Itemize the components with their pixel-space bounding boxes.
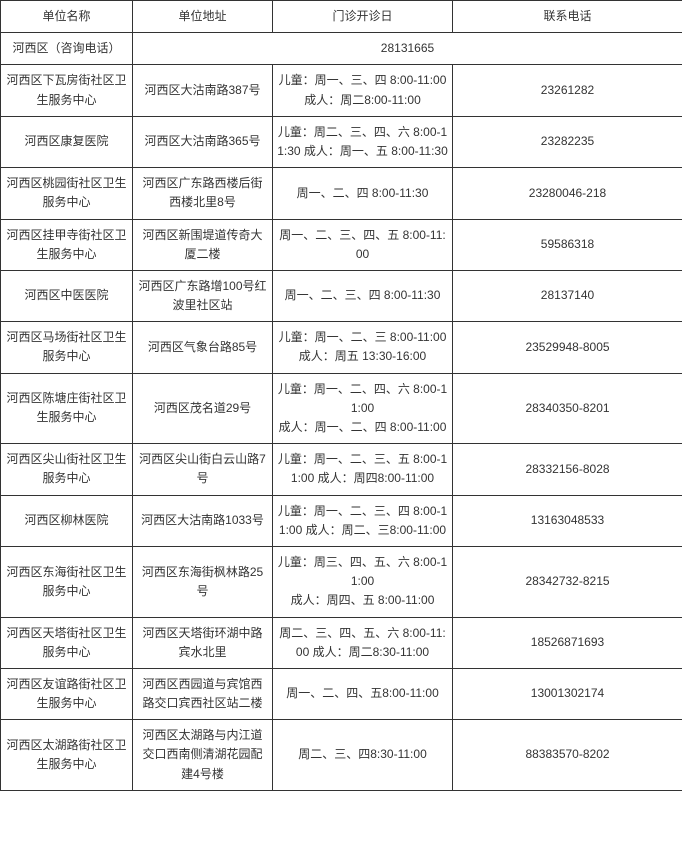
cell-sched: 儿童：周一、三、四 8:00-11:00 成人：周二8:00-11:00 [273, 65, 453, 116]
cell-phone: 59586318 [453, 219, 682, 270]
cell-phone: 13163048533 [453, 495, 682, 546]
district-row: 河西区（咨询电话） 28131665 [1, 33, 682, 65]
col-header-phone: 联系电话 [453, 1, 682, 33]
cell-addr: 河西区尖山街白云山路7号 [133, 444, 273, 495]
table-row: 河西区挂甲寺街社区卫生服务中心河西区新围堤道传奇大厦二楼周一、二、三、四、五 8… [1, 219, 682, 270]
cell-name: 河西区中医医院 [1, 270, 133, 321]
cell-name: 河西区太湖路街社区卫生服务中心 [1, 720, 133, 791]
cell-addr: 河西区大沽南路365号 [133, 116, 273, 167]
cell-sched: 儿童：周一、二、三、四 8:00-11:00 成人：周二、三8:00-11:00 [273, 495, 453, 546]
table-row: 河西区中医医院河西区广东路增100号红波里社区站周一、二、三、四 8:00-11… [1, 270, 682, 321]
cell-sched: 周一、二、三、四 8:00-11:30 [273, 270, 453, 321]
table-row: 河西区柳林医院河西区大沽南路1033号儿童：周一、二、三、四 8:00-11:0… [1, 495, 682, 546]
cell-addr: 河西区气象台路85号 [133, 322, 273, 373]
table-row: 河西区马场街社区卫生服务中心河西区气象台路85号儿童：周一、二、三 8:00-1… [1, 322, 682, 373]
header-row: 单位名称 单位地址 门诊开诊日 联系电话 [1, 1, 682, 33]
cell-sched: 儿童：周三、四、五、六 8:00-11:00成人：周四、五 8:00-11:00 [273, 546, 453, 617]
cell-sched: 周一、二、四、五8:00-11:00 [273, 668, 453, 719]
district-label: 河西区（咨询电话） [1, 33, 133, 65]
cell-addr: 河西区广东路增100号红波里社区站 [133, 270, 273, 321]
cell-addr: 河西区大沽南路387号 [133, 65, 273, 116]
table-row: 河西区陈塘庄街社区卫生服务中心河西区茂名道29号儿童：周一、二、四、六 8:00… [1, 373, 682, 444]
cell-name: 河西区挂甲寺街社区卫生服务中心 [1, 219, 133, 270]
cell-addr: 河西区大沽南路1033号 [133, 495, 273, 546]
cell-name: 河西区东海街社区卫生服务中心 [1, 546, 133, 617]
cell-addr: 河西区太湖路与内江道交口西南侧清湖花园配建4号楼 [133, 720, 273, 791]
table-row: 河西区太湖路街社区卫生服务中心河西区太湖路与内江道交口西南侧清湖花园配建4号楼周… [1, 720, 682, 791]
cell-name: 河西区桃园街社区卫生服务中心 [1, 168, 133, 219]
table-row: 河西区友谊路街社区卫生服务中心河西区西园道与宾馆西路交口宾西社区站二楼周一、二、… [1, 668, 682, 719]
cell-name: 河西区柳林医院 [1, 495, 133, 546]
cell-sched: 儿童：周一、二、三、五 8:00-11:00 成人：周四8:00-11:00 [273, 444, 453, 495]
col-header-sched: 门诊开诊日 [273, 1, 453, 33]
cell-name: 河西区马场街社区卫生服务中心 [1, 322, 133, 373]
cell-phone: 18526871693 [453, 617, 682, 668]
district-phone: 28131665 [133, 33, 682, 65]
cell-addr: 河西区广东路西楼后街西楼北里8号 [133, 168, 273, 219]
table-row: 河西区尖山街社区卫生服务中心河西区尖山街白云山路7号儿童：周一、二、三、五 8:… [1, 444, 682, 495]
cell-phone: 23529948-8005 [453, 322, 682, 373]
cell-name: 河西区天塔街社区卫生服务中心 [1, 617, 133, 668]
cell-addr: 河西区新围堤道传奇大厦二楼 [133, 219, 273, 270]
col-header-name: 单位名称 [1, 1, 133, 33]
cell-sched: 周二、三、四、五、六 8:00-11:00 成人：周二8:30-11:00 [273, 617, 453, 668]
cell-addr: 河西区西园道与宾馆西路交口宾西社区站二楼 [133, 668, 273, 719]
cell-name: 河西区尖山街社区卫生服务中心 [1, 444, 133, 495]
table-row: 河西区天塔街社区卫生服务中心河西区天塔街环湖中路宾水北里周二、三、四、五、六 8… [1, 617, 682, 668]
cell-name: 河西区陈塘庄街社区卫生服务中心 [1, 373, 133, 444]
table-row: 河西区康复医院河西区大沽南路365号儿童：周二、三、四、六 8:00-11:30… [1, 116, 682, 167]
col-header-addr: 单位地址 [133, 1, 273, 33]
cell-name: 河西区友谊路街社区卫生服务中心 [1, 668, 133, 719]
cell-sched: 儿童：周一、二、四、六 8:00-11:00成人：周一、二、四 8:00-11:… [273, 373, 453, 444]
cell-phone: 23282235 [453, 116, 682, 167]
cell-phone: 88383570-8202 [453, 720, 682, 791]
table-row: 河西区桃园街社区卫生服务中心河西区广东路西楼后街西楼北里8号周一、二、四 8:0… [1, 168, 682, 219]
cell-phone: 28137140 [453, 270, 682, 321]
cell-phone: 23261282 [453, 65, 682, 116]
cell-phone: 23280046-218 [453, 168, 682, 219]
table-row: 河西区下瓦房街社区卫生服务中心河西区大沽南路387号儿童：周一、三、四 8:00… [1, 65, 682, 116]
cell-name: 河西区康复医院 [1, 116, 133, 167]
cell-phone: 28342732-8215 [453, 546, 682, 617]
cell-phone: 28332156-8028 [453, 444, 682, 495]
cell-phone: 13001302174 [453, 668, 682, 719]
cell-sched: 周一、二、四 8:00-11:30 [273, 168, 453, 219]
cell-sched: 周一、二、三、四、五 8:00-11:00 [273, 219, 453, 270]
table-row: 河西区东海街社区卫生服务中心河西区东海街枫林路25号儿童：周三、四、五、六 8:… [1, 546, 682, 617]
cell-sched: 儿童：周一、二、三 8:00-11:00成人：周五 13:30-16:00 [273, 322, 453, 373]
cell-phone: 28340350-8201 [453, 373, 682, 444]
cell-sched: 周二、三、四8:30-11:00 [273, 720, 453, 791]
cell-addr: 河西区茂名道29号 [133, 373, 273, 444]
cell-addr: 河西区东海街枫林路25号 [133, 546, 273, 617]
cell-sched: 儿童：周二、三、四、六 8:00-11:30 成人：周一、五 8:00-11:3… [273, 116, 453, 167]
clinic-table: 单位名称 单位地址 门诊开诊日 联系电话 河西区（咨询电话） 28131665 … [0, 0, 682, 791]
cell-name: 河西区下瓦房街社区卫生服务中心 [1, 65, 133, 116]
cell-addr: 河西区天塔街环湖中路宾水北里 [133, 617, 273, 668]
